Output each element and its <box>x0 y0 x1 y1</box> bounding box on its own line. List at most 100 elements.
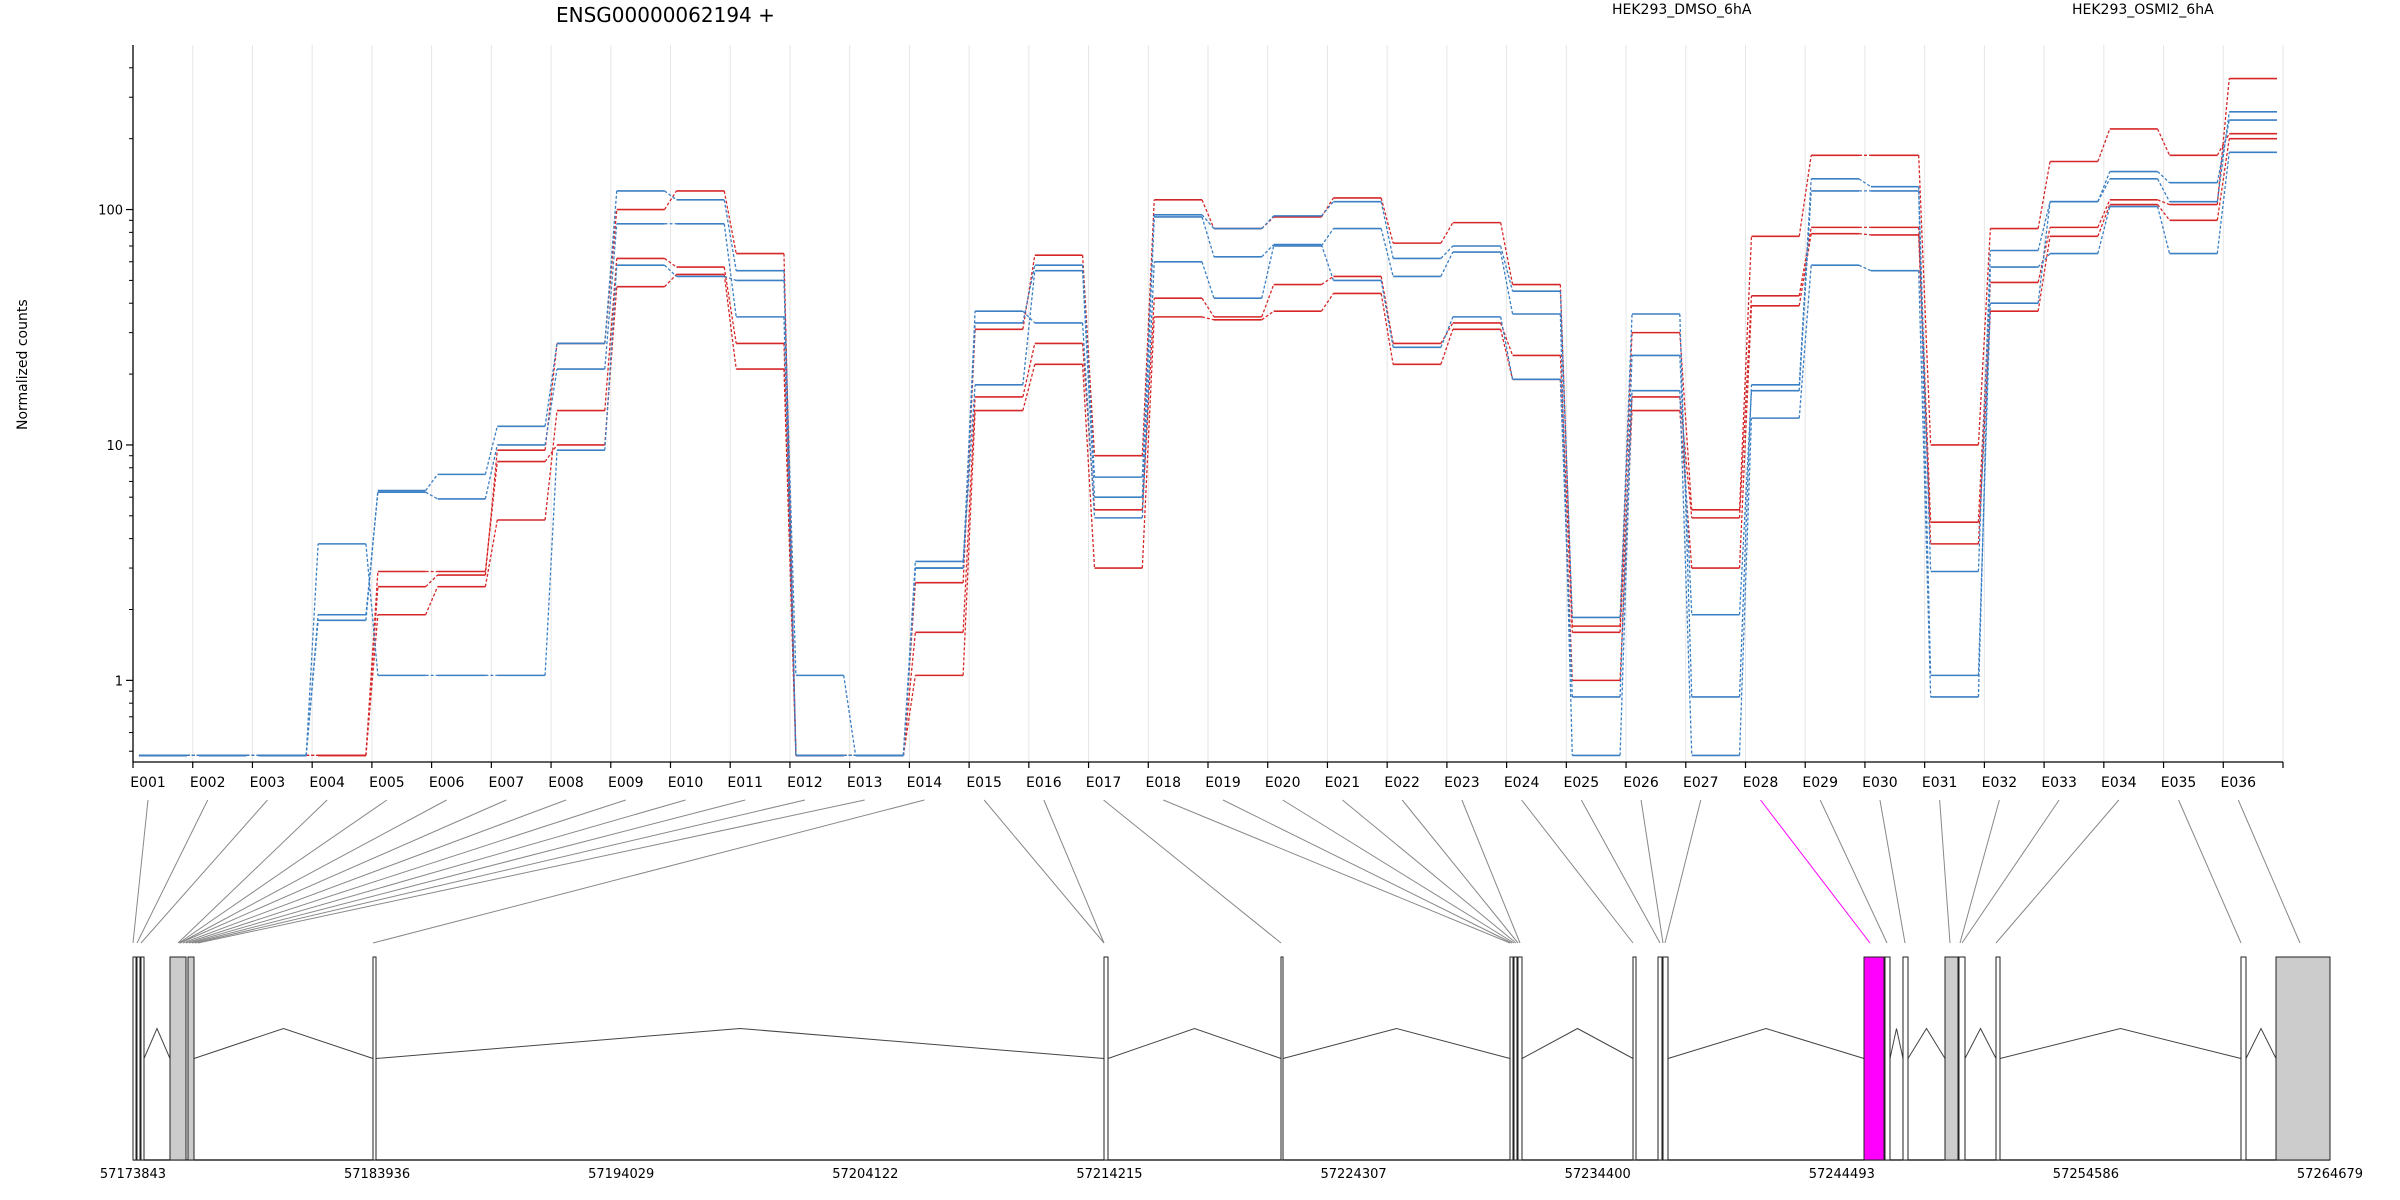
series-transition <box>2037 253 2051 268</box>
series-transition <box>1261 215 1275 230</box>
coordinate-tick-label: 57214215 <box>1076 1167 1142 1182</box>
series-transition <box>1440 329 1454 365</box>
exon-label: E023 <box>1444 775 1480 791</box>
exon-label: E025 <box>1564 775 1600 791</box>
exon-connector <box>179 799 507 944</box>
series-transition <box>365 614 379 756</box>
series-transition <box>1141 199 1155 456</box>
exon-box <box>1509 956 1514 1161</box>
coordinate-tick-label: 57194029 <box>588 1167 654 1182</box>
y-axis-label: Normalized counts <box>15 299 31 430</box>
exon-label: E012 <box>787 775 823 791</box>
exon-connector <box>1461 799 1521 944</box>
series-transition <box>1201 199 1215 229</box>
series-transition <box>604 190 618 344</box>
exon-connector <box>1760 799 1871 944</box>
series-transition <box>664 257 677 268</box>
exon-connector <box>191 799 746 944</box>
intron-line <box>1907 1027 1946 1059</box>
exon-connector <box>1995 799 2120 944</box>
series-transition <box>1858 232 1871 236</box>
exon-label: E027 <box>1683 775 1719 791</box>
series-transition <box>1679 355 1693 615</box>
y-tick-label: 1 <box>115 674 123 689</box>
y-tick-label: 100 <box>98 204 123 219</box>
exon-label: E018 <box>1145 775 1181 791</box>
series-transition <box>1619 313 1633 618</box>
series-transition <box>1977 303 1992 676</box>
series-transition <box>484 426 498 475</box>
plot-axes: 1 10 100 E001 E002 E003 E004 E005 E006 E007 E008 E0… <box>98 45 2284 791</box>
series-transition <box>1141 261 1155 518</box>
exon-box <box>132 956 137 1161</box>
coordinate-tick-label: 57224307 <box>1320 1167 1386 1182</box>
series-transition <box>664 190 677 201</box>
series-transition <box>1798 155 1812 237</box>
exon-box <box>1513 956 1518 1161</box>
intron-line <box>1521 1027 1634 1059</box>
exon-connector <box>1163 799 1511 944</box>
series-transition <box>843 675 857 756</box>
intron-line <box>375 1027 1105 1059</box>
exon-box <box>140 956 145 1161</box>
series-transition <box>2037 236 2051 312</box>
series-transition <box>1977 228 1992 445</box>
series-transition <box>1440 222 1454 244</box>
chart-title: ENSG00000062194 + <box>556 3 775 27</box>
intron-line <box>193 1027 374 1059</box>
series-transition <box>425 586 439 615</box>
exon-label: E009 <box>608 775 644 791</box>
series-transition <box>1320 201 1334 217</box>
exon-label: E008 <box>548 775 584 791</box>
series-transition <box>1559 379 1573 698</box>
exon-label: E036 <box>2220 775 2256 791</box>
series-transition <box>1380 293 1394 365</box>
series-transition <box>1559 291 1573 618</box>
series-transition <box>723 274 737 370</box>
series-transition <box>1081 343 1096 510</box>
series-transition <box>1022 364 1036 411</box>
series-transition <box>1201 261 1215 299</box>
exon-label: E034 <box>2101 775 2137 791</box>
series-transition <box>723 190 737 254</box>
series-transition <box>1918 186 1932 572</box>
series-transition <box>2157 171 2170 184</box>
series-transition <box>305 620 319 756</box>
exon-connector <box>182 799 567 944</box>
series-transition <box>1440 251 1454 277</box>
series-transition <box>1081 255 1096 456</box>
series-transition <box>2216 78 2230 205</box>
exon-connector <box>194 799 806 944</box>
series-transition <box>2216 138 2230 221</box>
series-transition <box>2156 206 2171 254</box>
series-transition <box>1798 178 1812 385</box>
series-transition <box>1261 245 1275 299</box>
exon-label: E010 <box>668 775 704 791</box>
series-transition <box>544 444 558 462</box>
exon-label: E032 <box>1982 775 2018 791</box>
exon-box <box>187 956 195 1161</box>
exon-connector <box>1819 799 1888 944</box>
series-transition <box>1738 295 1753 518</box>
exon-connector <box>1961 799 2060 944</box>
exon-label: E005 <box>369 775 405 791</box>
series-transition <box>2216 119 2230 183</box>
series-transition <box>723 266 737 344</box>
exon-connector <box>1939 799 1951 944</box>
exon-connector <box>188 799 686 944</box>
series-transition <box>663 190 678 210</box>
coordinate-tick-label: 57173843 <box>100 1167 166 1182</box>
exon-label: E017 <box>1086 775 1122 791</box>
exon-connector <box>983 799 1105 944</box>
series-transition <box>2097 204 2111 237</box>
coordinate-tick-label: 57234400 <box>1565 1167 1631 1182</box>
series-transition <box>1798 233 1812 306</box>
series-transition <box>962 396 976 633</box>
series-transition <box>1918 190 1932 676</box>
series-transition <box>1320 197 1334 218</box>
exon-label: E026 <box>1623 775 1659 791</box>
series-transition <box>544 450 558 676</box>
series-transition <box>2157 204 2171 221</box>
exon-box <box>1517 956 1523 1161</box>
series-transition <box>305 543 319 756</box>
